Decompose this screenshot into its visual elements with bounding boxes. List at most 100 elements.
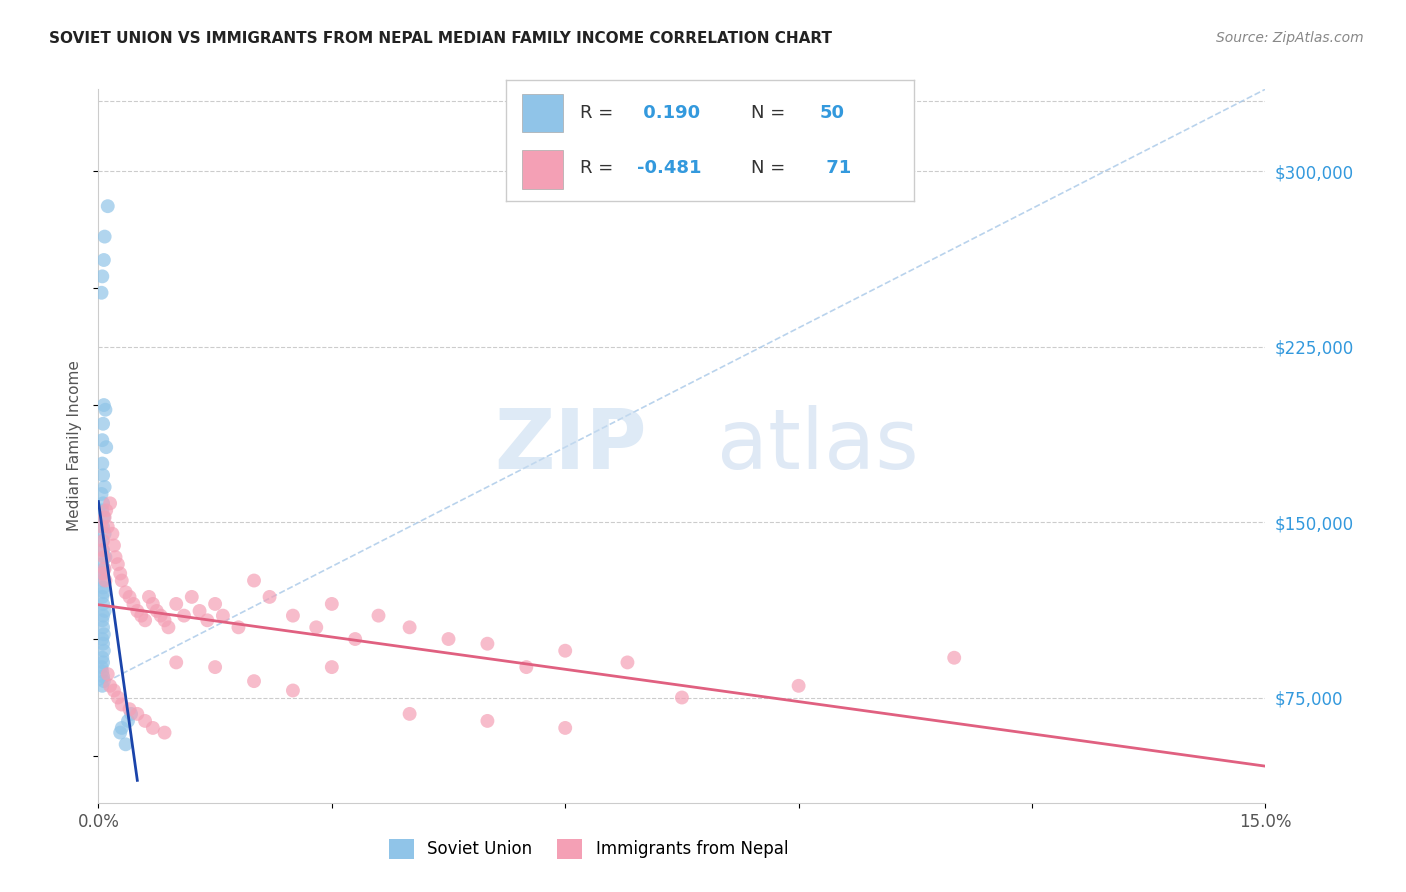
Point	[91, 457, 114, 471]
Point	[94, 574, 117, 588]
Text: N =: N =	[751, 159, 790, 178]
Point	[554, 644, 576, 658]
Point	[91, 581, 114, 595]
Point	[91, 679, 114, 693]
Point	[243, 574, 266, 588]
Point	[93, 526, 115, 541]
Point	[671, 690, 693, 705]
Point	[94, 402, 117, 417]
Point	[91, 519, 114, 533]
Point	[103, 683, 125, 698]
Point	[243, 674, 266, 689]
Point	[437, 632, 460, 646]
Point	[165, 656, 187, 670]
Point	[91, 650, 114, 665]
Point	[90, 660, 112, 674]
Text: N =: N =	[751, 103, 790, 122]
Point	[180, 590, 202, 604]
Point	[111, 698, 134, 712]
Point	[93, 480, 115, 494]
Point	[91, 597, 114, 611]
Point	[91, 543, 114, 558]
Point	[142, 721, 165, 735]
Point	[91, 656, 114, 670]
Y-axis label: Median Family Income: Median Family Income	[67, 360, 83, 532]
Point	[93, 674, 115, 689]
Bar	[523, 94, 564, 132]
Point	[149, 608, 172, 623]
Point	[111, 721, 134, 735]
Point	[108, 566, 131, 581]
Point	[91, 533, 114, 548]
Point	[91, 620, 114, 634]
Legend: Soviet Union, Immigrants from Nepal: Soviet Union, Immigrants from Nepal	[382, 832, 794, 866]
Text: atlas: atlas	[717, 406, 918, 486]
Point	[114, 585, 136, 599]
Point	[477, 637, 499, 651]
Point	[91, 566, 114, 581]
Point	[188, 604, 211, 618]
Point	[204, 597, 226, 611]
Point	[134, 714, 156, 728]
Point	[104, 550, 127, 565]
Point	[146, 604, 169, 618]
Point	[195, 613, 218, 627]
Point	[477, 714, 499, 728]
Point	[367, 608, 389, 623]
Text: Source: ZipAtlas.com: Source: ZipAtlas.com	[1216, 31, 1364, 45]
Point	[93, 398, 115, 412]
Point	[107, 690, 129, 705]
Point	[98, 496, 121, 510]
Point	[107, 557, 129, 571]
Point	[91, 669, 114, 683]
Point	[93, 562, 115, 576]
Text: SOVIET UNION VS IMMIGRANTS FROM NEPAL MEDIAN FAMILY INCOME CORRELATION CHART: SOVIET UNION VS IMMIGRANTS FROM NEPAL ME…	[49, 31, 832, 46]
Point	[93, 510, 115, 524]
Point	[97, 667, 120, 681]
Text: R =: R =	[579, 159, 619, 178]
Point	[212, 608, 235, 623]
Point	[91, 590, 114, 604]
Point	[157, 620, 180, 634]
Point	[114, 737, 136, 751]
Point	[93, 585, 115, 599]
Point	[93, 604, 115, 618]
Point	[91, 543, 114, 558]
Point	[91, 574, 114, 588]
Point	[91, 613, 114, 627]
Point	[515, 660, 537, 674]
Point	[91, 533, 114, 548]
Point	[93, 627, 115, 641]
Point	[108, 725, 131, 739]
Point	[117, 714, 139, 728]
Point	[153, 725, 176, 739]
Point	[91, 665, 114, 679]
Point	[90, 566, 112, 581]
Point	[134, 613, 156, 627]
Point	[165, 597, 187, 611]
Point	[204, 660, 226, 674]
Point	[118, 702, 141, 716]
Text: -0.481: -0.481	[637, 159, 702, 178]
Point	[91, 417, 114, 431]
Point	[259, 590, 281, 604]
Point	[138, 590, 160, 604]
Point	[122, 597, 145, 611]
Point	[344, 632, 367, 646]
Point	[93, 550, 115, 565]
Point	[97, 519, 120, 533]
Point	[93, 562, 115, 576]
Point	[93, 644, 115, 658]
Point	[96, 440, 118, 454]
Point	[91, 468, 114, 483]
Point	[93, 510, 115, 524]
Text: 0.190: 0.190	[637, 103, 700, 122]
Text: 71: 71	[820, 159, 852, 178]
Point	[305, 620, 328, 634]
Point	[96, 503, 118, 517]
Point	[91, 608, 114, 623]
Point	[127, 706, 149, 721]
Point	[94, 550, 117, 565]
Point	[127, 604, 149, 618]
Point	[398, 706, 420, 721]
